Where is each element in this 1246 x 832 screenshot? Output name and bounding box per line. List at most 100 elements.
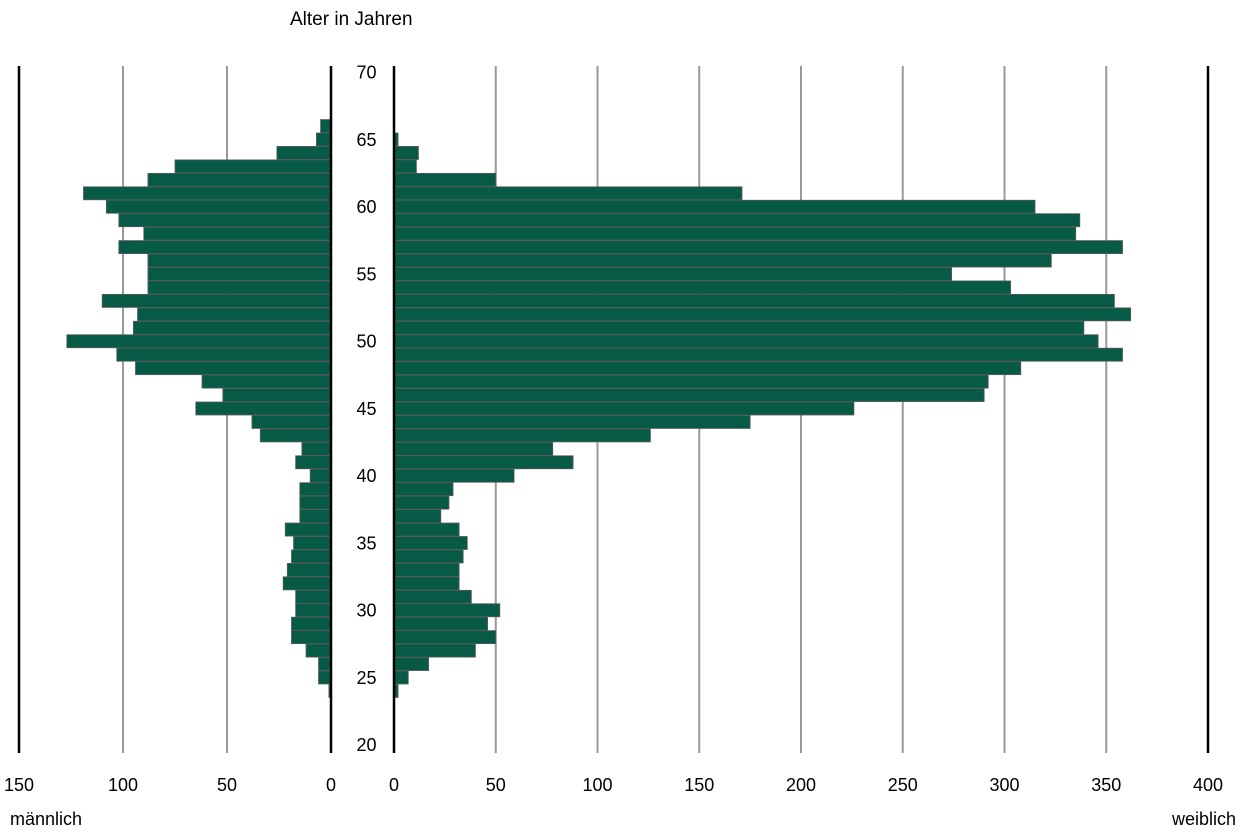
female-bar-age-30: [393, 603, 501, 618]
right-side-label: weiblich: [1171, 809, 1236, 829]
male-bar-age-42: [301, 441, 332, 456]
male-bar-age-34: [291, 549, 332, 564]
female-bar-age-64: [393, 146, 419, 160]
female-bar-age-32: [393, 576, 460, 591]
female-bar-age-35: [393, 536, 468, 550]
right-tick-label-400: 400: [1193, 775, 1223, 795]
female-bar-age-60: [393, 199, 1036, 214]
female-bar-age-58: [393, 226, 1077, 241]
male-bar-age-59: [118, 213, 332, 228]
male-bar-age-52: [137, 307, 332, 322]
female-bar-age-55: [393, 267, 952, 281]
male-bar-age-48: [135, 361, 332, 376]
female-bar-age-46: [393, 388, 985, 402]
label-layer: 0 50 100 150 0 50 100 150 200 250 300 350 400 20 25 30 3…: [4, 63, 1223, 796]
male-bar-age-26: [318, 657, 332, 671]
male-bar-age-55: [147, 267, 332, 281]
age-tick-label-60: 60: [356, 197, 376, 217]
female-bar-age-57: [393, 240, 1123, 255]
male-bar-age-35: [293, 536, 332, 550]
female-bar-age-27: [393, 643, 476, 658]
female-bar-age-38: [393, 495, 450, 510]
left-tick-label-150: 150: [4, 775, 34, 795]
female-bar-age-49: [393, 347, 1123, 362]
male-bar-age-49: [116, 347, 332, 362]
right-tick-label-0: 0: [389, 775, 399, 795]
female-bar-age-29: [393, 616, 489, 631]
female-bar-age-36: [393, 522, 460, 537]
male-bar-age-36: [284, 522, 332, 537]
female-bar-age-63: [393, 159, 417, 174]
right-tick-label-350: 350: [1091, 775, 1121, 795]
female-bar-age-59: [393, 213, 1081, 228]
male-bar-age-54: [147, 280, 332, 295]
male-bar-age-33: [286, 563, 332, 577]
female-bar-age-47: [393, 374, 989, 389]
male-bar-age-29: [291, 616, 332, 631]
female-bar-age-56: [393, 253, 1052, 268]
male-bar-age-39: [299, 482, 332, 497]
male-bar-age-56: [147, 253, 332, 268]
male-bar-age-37: [299, 509, 332, 524]
male-bar-age-65: [316, 132, 332, 147]
male-bar-age-30: [295, 603, 332, 618]
left-side-label: männlich: [10, 809, 83, 829]
right-tick-label-100: 100: [582, 775, 612, 795]
male-bar-age-62: [147, 172, 332, 187]
female-bar-age-62: [393, 172, 497, 187]
age-tick-label-35: 35: [356, 533, 376, 553]
left-tick-label-50: 50: [217, 775, 237, 795]
age-tick-label-45: 45: [356, 399, 376, 419]
left-tick-label-0: 0: [326, 775, 336, 795]
male-bar-age-50: [66, 334, 332, 349]
axis-layer: [17, 66, 1210, 753]
female-bar-age-33: [393, 563, 460, 577]
male-bar-age-43: [259, 428, 332, 443]
bar-layer: [66, 119, 1132, 698]
male-bar-age-51: [132, 320, 332, 335]
age-tick-label-30: 30: [356, 601, 376, 621]
female-bar-age-50: [393, 334, 1099, 349]
female-bar-age-28: [393, 630, 497, 645]
age-tick-label-40: 40: [356, 466, 376, 486]
left-tick-label-100: 100: [108, 775, 138, 795]
right-tick-label-250: 250: [888, 775, 918, 795]
female-bar-age-40: [393, 468, 515, 483]
age-tick-label-70: 70: [356, 63, 376, 83]
female-bar-age-61: [393, 186, 743, 201]
female-bar-age-52: [393, 307, 1132, 322]
right-tick-label-200: 200: [786, 775, 816, 795]
chart-title: Alter in Jahren: [290, 9, 413, 30]
male-bar-age-63: [174, 159, 332, 174]
male-bar-age-66: [320, 119, 332, 133]
male-bar-age-38: [299, 495, 332, 510]
male-bar-age-53: [101, 293, 332, 308]
female-bar-age-25: [393, 670, 409, 685]
female-bar-age-45: [393, 401, 855, 416]
male-bar-age-32: [282, 576, 332, 591]
age-tick-label-25: 25: [356, 668, 376, 688]
male-bar-age-27: [305, 643, 332, 658]
male-bar-age-28: [291, 630, 332, 645]
right-tick-label-300: 300: [989, 775, 1019, 795]
right-tick-label-150: 150: [684, 775, 714, 795]
male-bar-age-45: [195, 401, 332, 416]
male-bar-age-60: [105, 199, 332, 214]
female-bar-age-34: [393, 549, 464, 564]
male-bar-age-46: [222, 388, 332, 402]
female-bar-age-39: [393, 482, 454, 497]
male-bar-age-61: [83, 186, 332, 201]
female-bar-age-31: [393, 589, 472, 604]
female-bar-age-51: [393, 320, 1085, 335]
age-tick-label-20: 20: [356, 735, 376, 755]
female-bar-age-54: [393, 280, 1012, 295]
male-bar-age-47: [201, 374, 332, 389]
age-tick-label-55: 55: [356, 264, 376, 284]
right-tick-label-50: 50: [486, 775, 506, 795]
age-tick-label-50: 50: [356, 332, 376, 352]
male-bar-age-44: [251, 415, 332, 429]
male-bar-age-57: [118, 240, 332, 255]
male-bar-age-58: [143, 226, 332, 241]
male-bar-age-41: [295, 455, 332, 470]
